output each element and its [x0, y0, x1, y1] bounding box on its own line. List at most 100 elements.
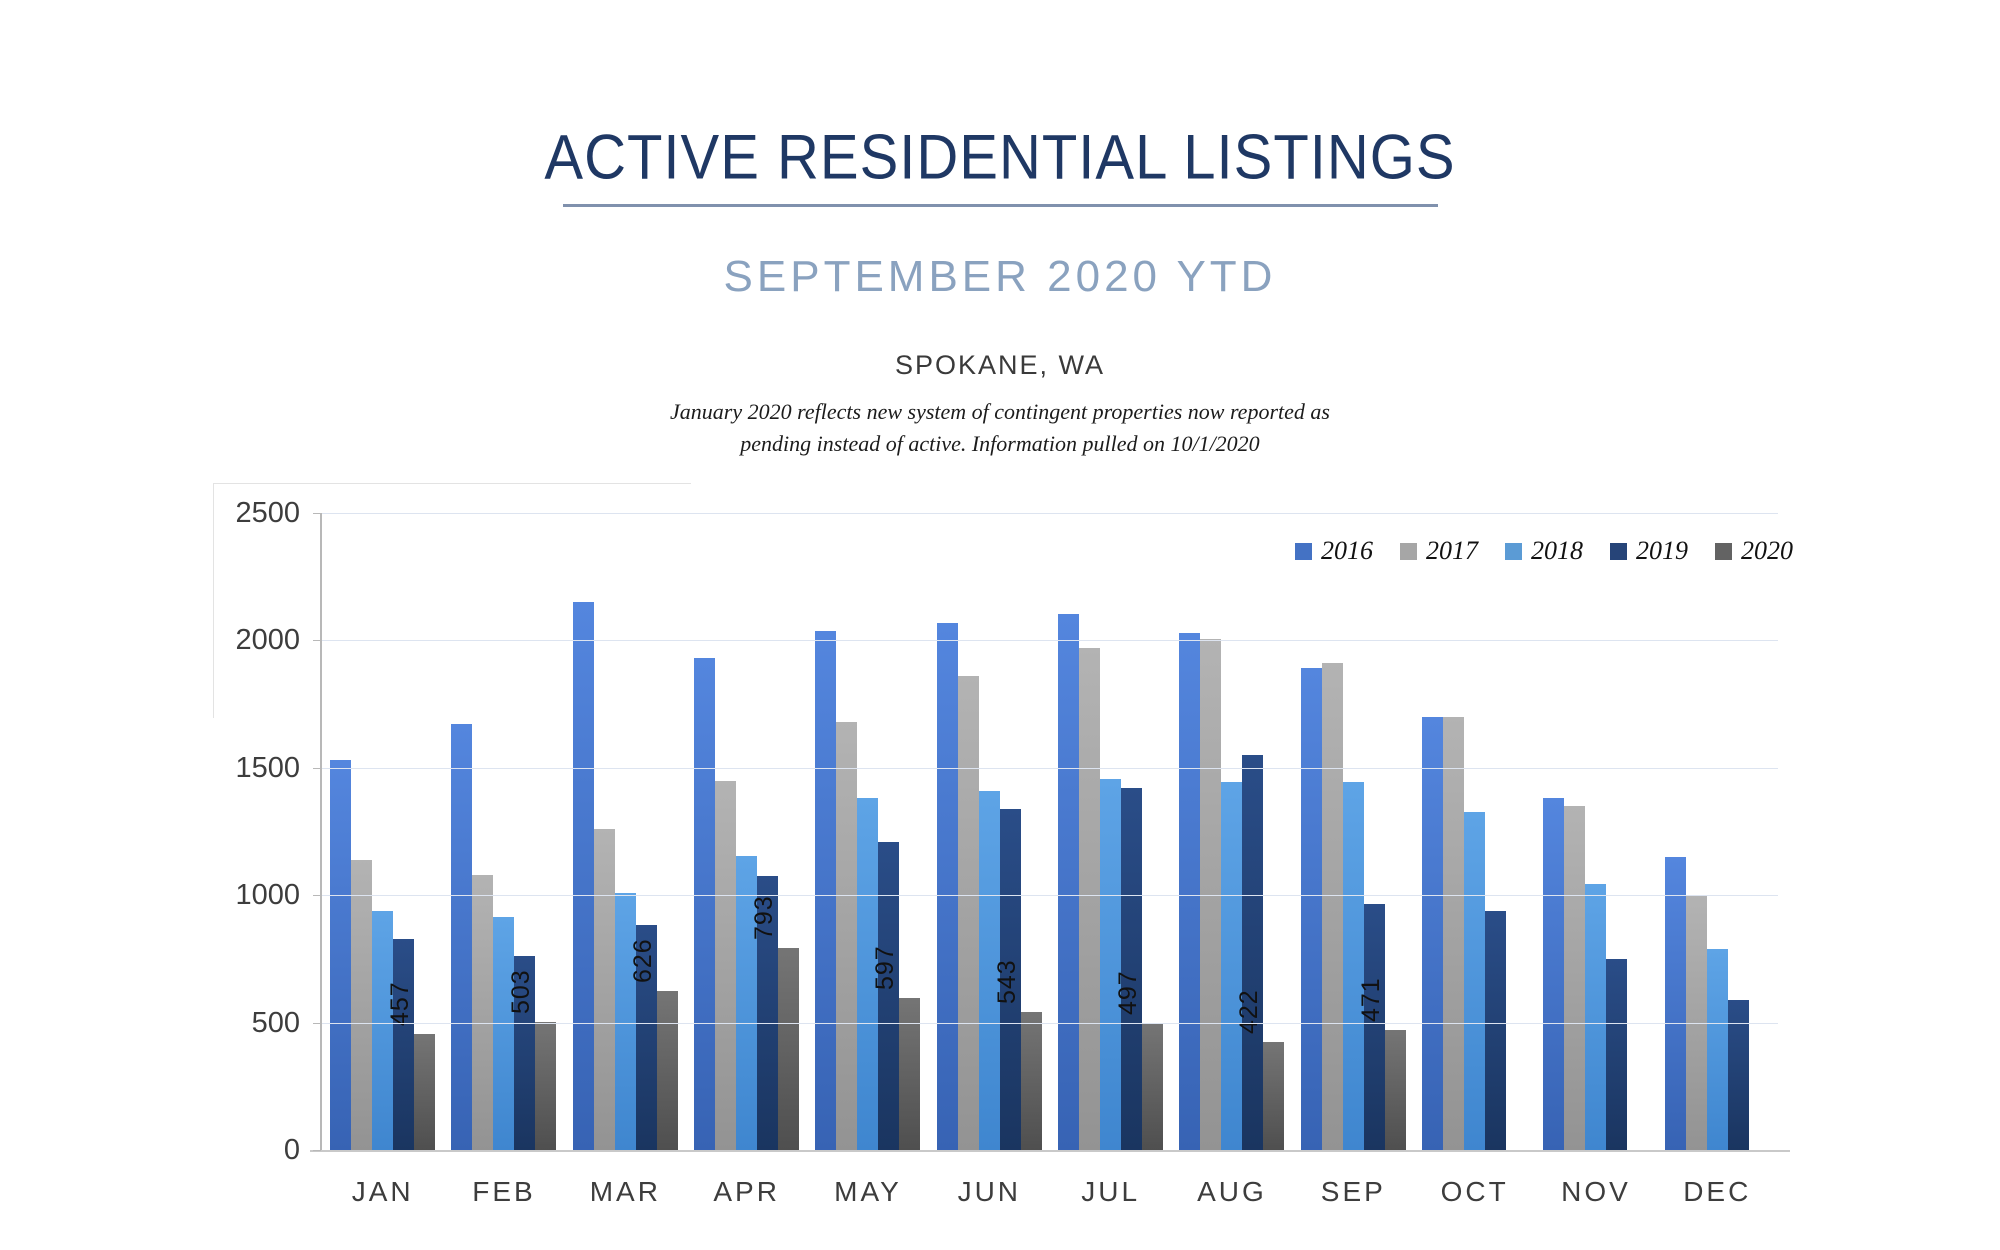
month-label-jun: JUN [957, 1176, 1022, 1207]
bar-slot-2019-sep [1363, 513, 1385, 1150]
y-tick-label-500: 500 [251, 1006, 300, 1039]
bar-2019-nov [1606, 958, 1628, 1150]
bar-2019-may [878, 841, 900, 1150]
bar-slot-2017-feb [472, 513, 494, 1150]
bar-2016-may [815, 631, 837, 1150]
bar-slot-2017-jul [1079, 513, 1101, 1150]
bar-2016-aug [1179, 632, 1201, 1150]
bar-groups: 457 JAN 503 FEB 626 MAR 793 APR 597 MAY 543 JUN 497 J… [322, 513, 1778, 1207]
bar-2020-aug [1263, 1042, 1285, 1150]
bar-slot-2017-may [836, 513, 858, 1150]
legend-swatch-2017 [1400, 542, 1417, 560]
legend-swatch-2020 [1715, 542, 1732, 560]
data-label-2020-feb: 503 [507, 969, 536, 1014]
bar-2018-mar [614, 892, 636, 1150]
bar-2018-sep [1342, 781, 1364, 1150]
bar-slot-2020-may: 597 [871, 513, 921, 1150]
bar-group-nov: NOV [1535, 513, 1656, 1207]
bar-slot-2017-dec [1685, 513, 1707, 1150]
bar-slot-2019-may [878, 513, 900, 1150]
bar-slot-2019-jun [999, 513, 1021, 1150]
bar-2019-sep [1363, 904, 1385, 1150]
bar-group-jan: 457 JAN [322, 513, 443, 1207]
bar-slot-2018-jul [1100, 513, 1122, 1150]
bar-cluster-jan: 457 [330, 513, 436, 1150]
legend: 2016 2017 2018 2019 2020 [1295, 536, 1793, 566]
bar-2020-feb [535, 1021, 557, 1150]
legend-label-2016: 2016 [1321, 536, 1373, 565]
bar-2016-sep [1300, 668, 1322, 1150]
bar-slot-2017-oct [1443, 513, 1465, 1150]
bar-2018-may [857, 798, 879, 1150]
bar-slot-2018-feb [493, 513, 515, 1150]
bar-slot-2020-jul: 497 [1114, 513, 1164, 1150]
bar-slot-2020-sep: 471 [1357, 513, 1406, 1150]
bar-slot-2017-nov [1564, 513, 1586, 1150]
bar-slot-2016-apr [694, 513, 716, 1150]
bar-cluster-sep: 471 [1300, 513, 1406, 1150]
bar-slot-2019-jul [1121, 513, 1143, 1150]
bar-cluster-nov [1543, 513, 1648, 1150]
bar-2020-mar [656, 990, 678, 1150]
bar-2018-dec [1706, 948, 1728, 1150]
bar-slot-2016-nov [1543, 513, 1565, 1150]
bar-2017-mar [593, 828, 615, 1150]
y-tick-2000 [313, 640, 321, 642]
bar-group-dec: DEC [1657, 513, 1778, 1207]
bar-slot-2016-aug [1179, 513, 1201, 1150]
bar-group-sep: 471 SEP [1293, 513, 1414, 1207]
bar-2016-jul [1058, 613, 1080, 1150]
legend-label-2018: 2018 [1531, 536, 1583, 565]
bar-group-aug: 422 AUG [1171, 513, 1292, 1207]
bar-2018-jan [372, 910, 394, 1150]
bar-slot-2019-oct [1485, 513, 1507, 1150]
bar-slot-2018-may [857, 513, 879, 1150]
bar-slot-2017-mar [593, 513, 615, 1150]
bar-slot-2016-mar [572, 513, 594, 1150]
bar-cluster-jun: 543 [936, 513, 1042, 1150]
month-label-dec: DEC [1683, 1176, 1752, 1207]
bar-2016-jan [330, 760, 352, 1150]
bar-cluster-dec [1664, 513, 1770, 1150]
y-tick-label-2000: 2000 [235, 624, 300, 657]
bar-cluster-feb: 503 [451, 513, 557, 1150]
bar-slot-2020-feb: 503 [507, 513, 557, 1150]
data-label-2020-jan: 457 [386, 980, 415, 1026]
bar-group-mar: 626 MAR [565, 513, 686, 1207]
data-label-2020-jun: 543 [992, 958, 1021, 1004]
bar-2019-jul [1121, 788, 1143, 1150]
bar-2020-jun [1020, 1011, 1042, 1150]
bar-2020-jul [1142, 1023, 1164, 1150]
footnote: January 2020 reflects new system of cont… [0, 396, 2000, 460]
gridline-1000 [322, 895, 1778, 897]
bar-2017-jul [1079, 648, 1101, 1150]
plot-area: 457 JAN 503 FEB 626 MAR 793 APR 597 MAY 543 JUN 497 J… [235, 497, 1790, 1207]
data-label-2020-apr: 793 [750, 895, 779, 940]
y-tick-label-1500: 1500 [235, 751, 300, 784]
legend-item-2018: 2018 [1505, 536, 1583, 566]
bar-2017-apr [715, 780, 737, 1150]
month-label-nov: NOV [1561, 1176, 1631, 1207]
bar-cluster-apr: 793 [694, 513, 800, 1150]
bar-slot-2016-dec [1664, 513, 1686, 1150]
month-label-aug: AUG [1197, 1176, 1267, 1207]
bar-slot-2016-jun [936, 513, 958, 1150]
y-tick-500 [313, 1022, 321, 1024]
bar-slot-2019-dec [1727, 513, 1749, 1150]
bar-group-feb: 503 FEB [443, 513, 564, 1207]
bar-slot-2016-jul [1058, 513, 1080, 1150]
bar-slot-2020-dec [1749, 513, 1770, 1150]
bar-2017-aug [1200, 639, 1222, 1150]
bar-2019-apr [757, 876, 779, 1150]
bar-2020-apr [778, 947, 800, 1150]
bar-2020-may [899, 997, 921, 1150]
bar-slot-2019-mar [635, 513, 657, 1150]
location-label: SPOKANE, WA [894, 350, 1106, 380]
month-label-may: MAY [834, 1176, 902, 1207]
bar-2016-jun [936, 622, 958, 1150]
bar-slot-2020-jun: 543 [993, 513, 1042, 1150]
gridline-2000 [322, 640, 1778, 642]
bar-group-may: 597 MAY [807, 513, 928, 1207]
bar-2020-jan [414, 1033, 436, 1150]
